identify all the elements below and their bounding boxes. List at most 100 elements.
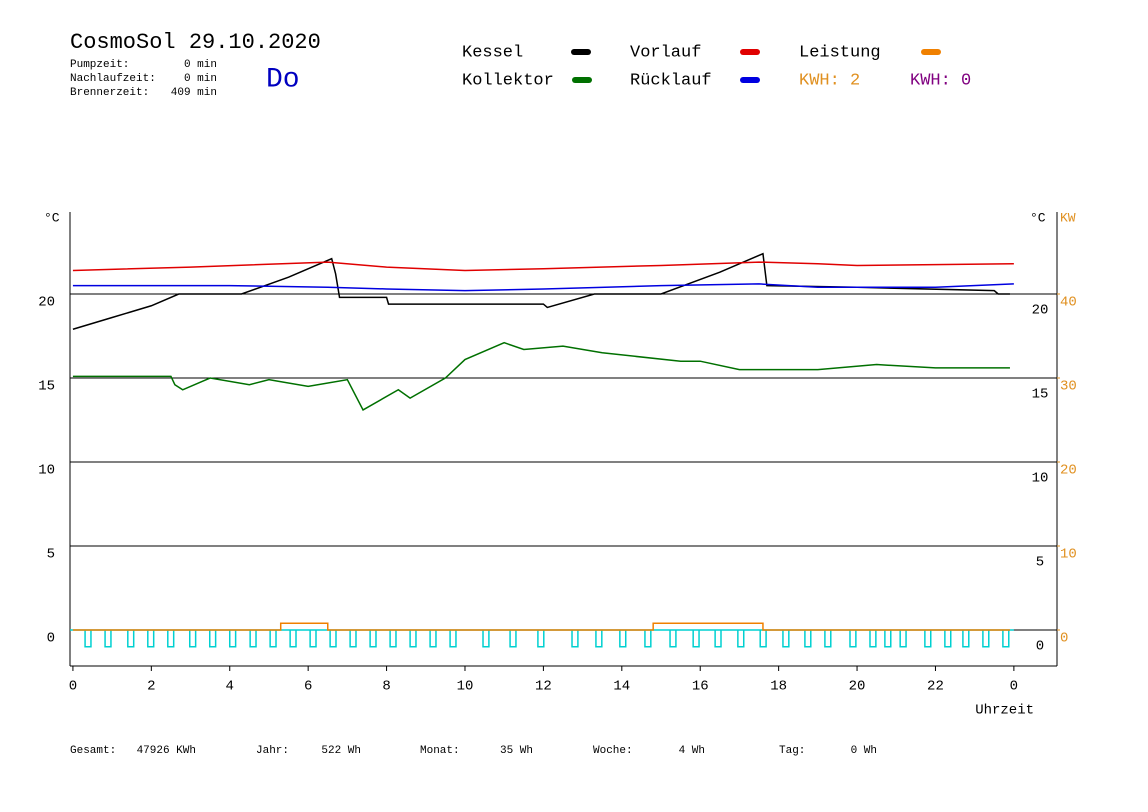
- y2-tick-label: 10: [1060, 547, 1077, 563]
- x-tick-label: 0: [1010, 679, 1018, 695]
- pump-pulse: [409, 630, 417, 648]
- pump-pulse: [869, 630, 877, 648]
- pump-pulse: [269, 630, 277, 648]
- pump-pulse: [714, 630, 722, 648]
- stat-label: Monat:: [420, 745, 460, 757]
- pump-pulse: [669, 630, 677, 648]
- pump-pulse: [759, 630, 767, 648]
- series-line: [72, 283, 1014, 292]
- stat-value: 35 Wh: [500, 745, 533, 757]
- pump-pulse: [389, 630, 397, 648]
- pump-pulse: [84, 630, 92, 648]
- pump-pulse: [449, 630, 457, 648]
- pump-pulse: [962, 630, 970, 648]
- pump-pulse: [369, 630, 377, 648]
- pump-pulse: [249, 630, 257, 648]
- legend-label: Rücklauf: [630, 71, 712, 90]
- y-tick-label: 5: [47, 547, 55, 563]
- info-value: 0 min: [184, 59, 217, 71]
- info-value: 0 min: [184, 73, 217, 85]
- legend-swatch: [740, 49, 760, 55]
- legend-swatch: [572, 77, 592, 83]
- pump-pulse: [309, 630, 317, 648]
- legend-label: Leistung: [799, 43, 881, 62]
- pump-pulse: [899, 630, 907, 648]
- y-tick-label: 20: [38, 295, 55, 311]
- series-line: [72, 622, 1010, 631]
- legend-label: Kollektor: [462, 71, 554, 90]
- pump-pulse: [1002, 630, 1010, 648]
- pump-pulse: [329, 630, 337, 648]
- info-label: Nachlaufzeit:: [70, 73, 156, 85]
- stat-label: Jahr:: [256, 745, 289, 757]
- x-tick-label: 22: [927, 679, 944, 695]
- y-tick-label-right: 5: [1036, 555, 1044, 571]
- stat-value: 522 Wh: [321, 745, 361, 757]
- x-tick-label: 0: [69, 679, 77, 695]
- legend-swatch: [571, 49, 591, 55]
- pump-pulse: [509, 630, 517, 648]
- x-tick-label: 14: [613, 679, 630, 695]
- stat-value: 0 Wh: [851, 745, 877, 757]
- pump-pulse: [884, 630, 892, 648]
- pump-pulse: [104, 630, 112, 648]
- pump-pulse: [209, 630, 217, 648]
- y-tick-label-right: 0: [1036, 639, 1044, 655]
- stat-label: Woche:: [593, 745, 633, 757]
- pump-pulse: [429, 630, 437, 648]
- y-tick-label-right: 10: [1032, 471, 1049, 487]
- legend-swatch: [921, 49, 941, 55]
- legend-label: Kessel: [462, 43, 523, 62]
- x-tick-label: 6: [304, 679, 312, 695]
- pump-pulse: [619, 630, 627, 648]
- legend-swatch: [740, 77, 760, 83]
- y-tick-label: 0: [47, 631, 55, 647]
- x-tick-label: 10: [457, 679, 474, 695]
- pump-pulse: [692, 630, 700, 648]
- pump-pulse: [849, 630, 857, 648]
- y-tick-label: 15: [38, 379, 55, 395]
- pump-pulse: [349, 630, 357, 648]
- stat-value: 4 Wh: [679, 745, 705, 757]
- stat-label: Gesamt:: [70, 745, 116, 757]
- kwh-label: KWH: 2: [799, 71, 860, 90]
- pump-pulse: [482, 630, 490, 648]
- pump-pulse: [189, 630, 197, 648]
- day: Do: [266, 64, 300, 95]
- y2-tick-label: 30: [1060, 379, 1077, 395]
- chart-title: CosmoSol 29.10.2020: [70, 30, 321, 55]
- pump-pulse: [127, 630, 135, 648]
- pump-pulse: [782, 630, 790, 648]
- pump-pulse: [982, 630, 990, 648]
- stat-label: Tag:: [779, 745, 805, 757]
- pump-pulse: [944, 630, 952, 648]
- y-tick-label: 10: [38, 463, 55, 479]
- y2-axis-label: KW: [1060, 210, 1076, 225]
- pump-pulse: [167, 630, 175, 648]
- pump-pulse: [824, 630, 832, 648]
- y-tick-label-right: 15: [1032, 387, 1049, 403]
- pump-pulse: [228, 630, 237, 648]
- y-tick-label-right: 20: [1032, 303, 1049, 319]
- y-axis-label: °C: [44, 210, 60, 225]
- pump-pulse: [644, 630, 652, 648]
- legend-label: Vorlauf: [630, 43, 701, 62]
- pump-pulse: [737, 630, 745, 648]
- series-line: [72, 261, 1014, 272]
- pump-pulse: [804, 630, 812, 648]
- x-axis-label: Uhrzeit: [975, 703, 1034, 719]
- pump-pulse: [147, 630, 155, 648]
- pump-pulse: [595, 630, 603, 648]
- y2-tick-label: 20: [1060, 463, 1077, 479]
- pump-pulse: [571, 630, 579, 648]
- y2-tick-label: 0: [1060, 631, 1068, 647]
- x-tick-label: 4: [226, 679, 234, 695]
- series-line: [72, 341, 1010, 411]
- pump-pulse: [924, 630, 932, 648]
- x-tick-label: 18: [770, 679, 787, 695]
- info-value: 409 min: [171, 87, 217, 99]
- info-label: Pumpzeit:: [70, 59, 129, 71]
- kwh-label: KWH: 0: [910, 71, 971, 90]
- info-label: Brennerzeit:: [70, 87, 149, 99]
